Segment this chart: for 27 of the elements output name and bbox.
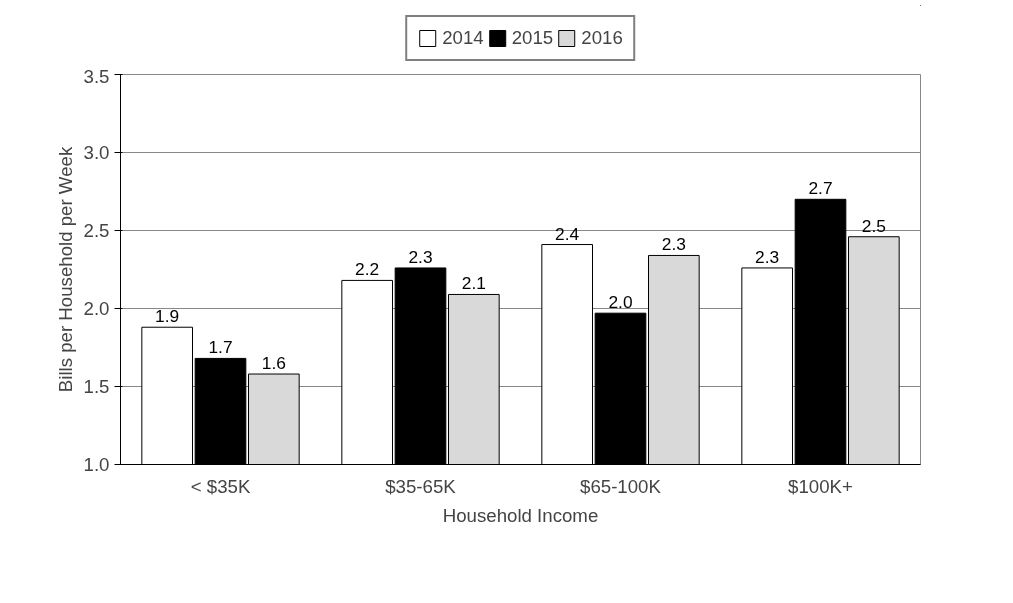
data-label: 2.2 bbox=[355, 259, 380, 280]
x-tick-label: $35-65K bbox=[385, 475, 457, 497]
data-label: 1.6 bbox=[261, 353, 286, 374]
y-tick-label: 1.5 bbox=[83, 376, 110, 397]
legend-label: 2016 bbox=[581, 27, 623, 49]
y-tick-label: 2.5 bbox=[83, 220, 110, 241]
y-tick-label: 1.0 bbox=[83, 454, 110, 475]
data-label: 1.9 bbox=[155, 306, 180, 327]
y-tick-label: 3.5 bbox=[83, 65, 110, 87]
x-tick-label: $65-100K bbox=[580, 475, 662, 497]
y-axis-title: Bills per Household per Week bbox=[54, 146, 76, 393]
x-tick-label: $100K+ bbox=[788, 475, 853, 497]
x-tick-label: < $35K bbox=[190, 475, 251, 497]
data-label: 2.3 bbox=[661, 234, 686, 255]
data-label: 2.1 bbox=[461, 273, 486, 294]
y-tick-label: 3.0 bbox=[83, 142, 110, 163]
x-axis-title: Household Income bbox=[442, 504, 599, 526]
data-label: 2.4 bbox=[555, 223, 580, 244]
data-label: 2.0 bbox=[608, 292, 633, 313]
y-tick-label: 2.0 bbox=[83, 298, 110, 319]
data-label: 2.3 bbox=[408, 246, 433, 267]
legend-label: 2014 bbox=[442, 27, 484, 49]
data-label: 2.5 bbox=[861, 215, 886, 236]
data-label: 2.7 bbox=[808, 178, 833, 199]
data-label: 2.3 bbox=[755, 246, 780, 267]
data-label: 1.7 bbox=[208, 337, 233, 358]
legend-label: 2015 bbox=[511, 27, 554, 49]
